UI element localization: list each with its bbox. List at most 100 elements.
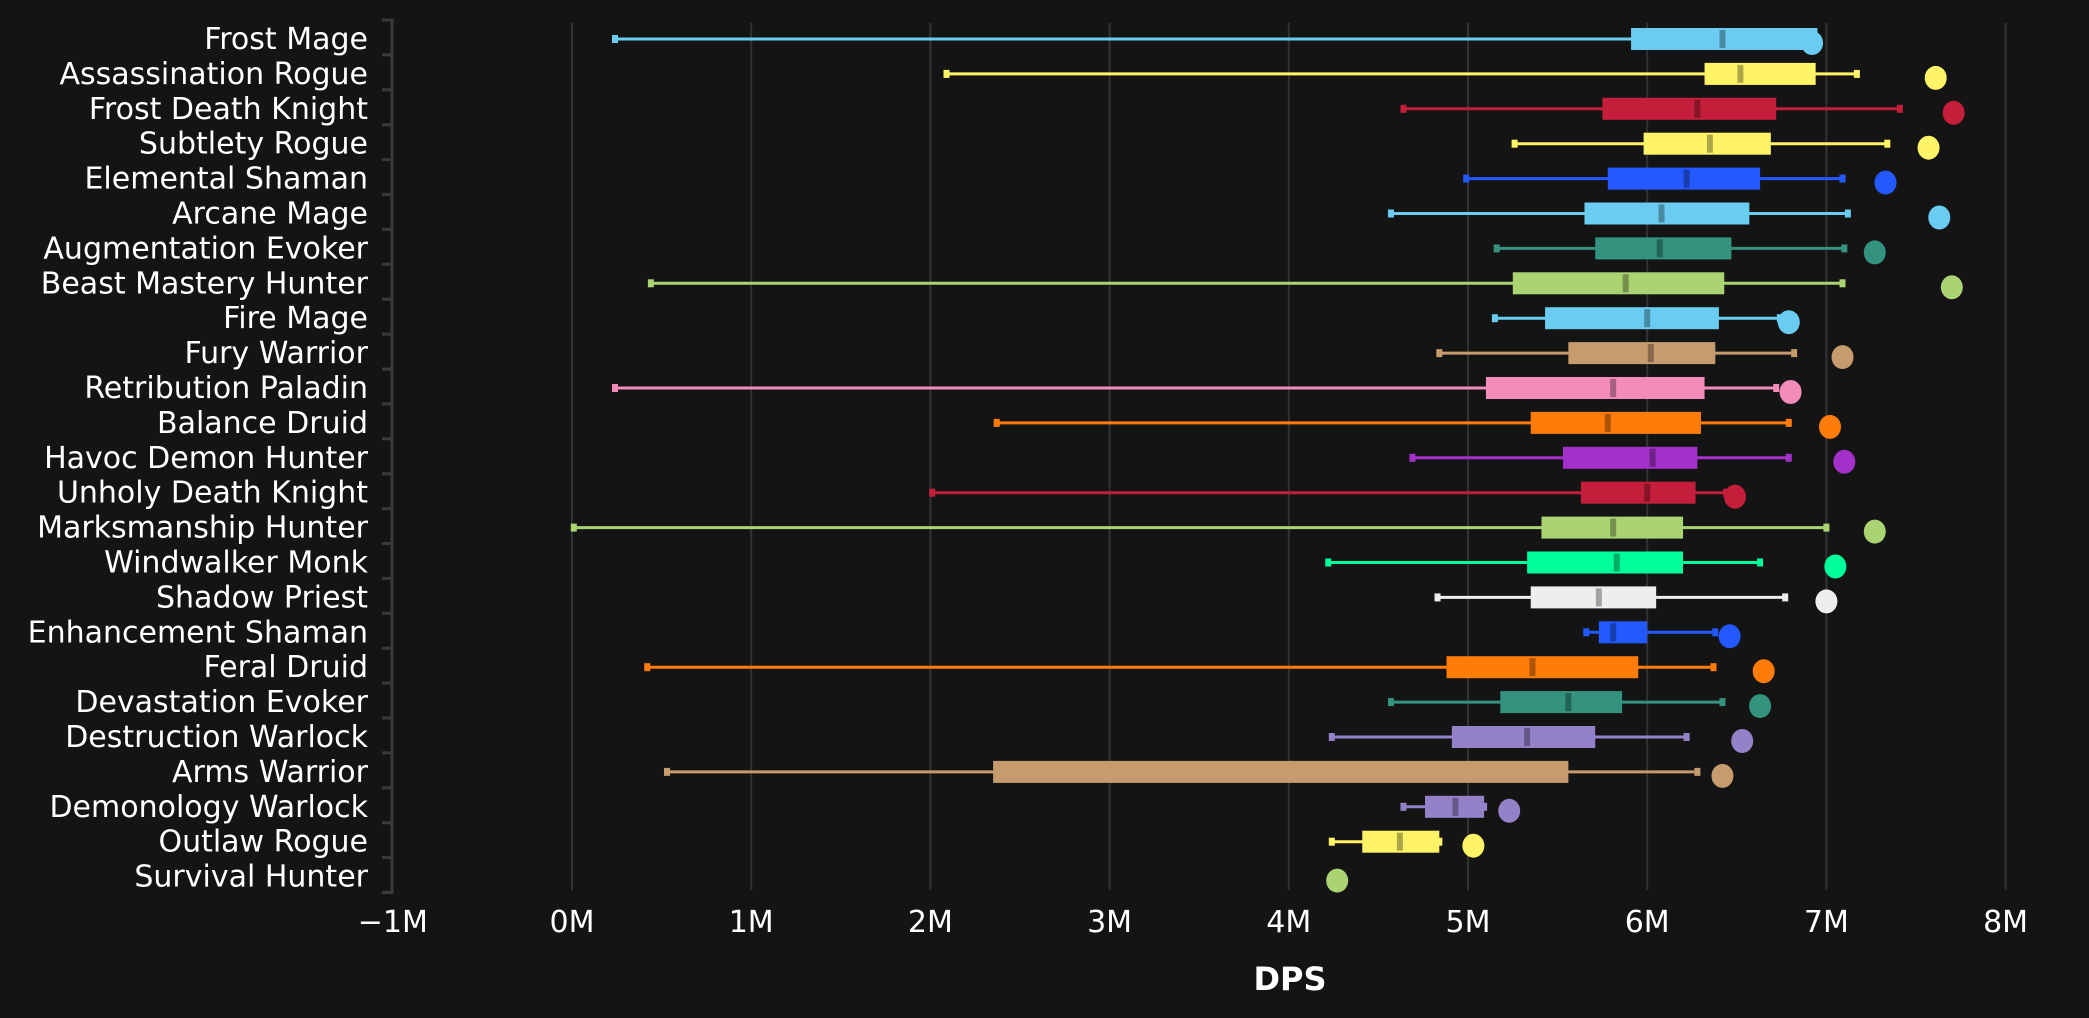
y-category-label: Unholy Death Knight bbox=[57, 476, 368, 511]
iqr-box bbox=[1545, 307, 1719, 330]
median-marker bbox=[1622, 274, 1629, 293]
iqr-box bbox=[1584, 202, 1750, 225]
y-category-label: Devastation Evoker bbox=[75, 685, 368, 720]
whisker-max-cap bbox=[1841, 244, 1848, 253]
series-row: Subtlety Rogue bbox=[139, 127, 1940, 162]
series-row: Assassination Rogue bbox=[59, 57, 1947, 92]
whisker-min-cap bbox=[1436, 349, 1443, 358]
x-tick-label: 6M bbox=[1625, 905, 1670, 940]
x-tick-label: 2M bbox=[908, 905, 953, 940]
whisker-min-cap bbox=[647, 279, 654, 288]
whisker-min-cap bbox=[1409, 453, 1416, 462]
iqr-box bbox=[1704, 62, 1816, 85]
iqr-box bbox=[1530, 586, 1657, 609]
x-tick-label: 0M bbox=[550, 905, 595, 940]
median-marker bbox=[1595, 588, 1602, 607]
median-marker bbox=[1694, 99, 1701, 118]
y-category-label: Survival Hunter bbox=[134, 860, 368, 895]
iqr-box bbox=[1602, 97, 1777, 120]
whisker-min-cap bbox=[1400, 104, 1407, 113]
top-value-dot bbox=[1779, 380, 1802, 404]
top-value-dot bbox=[1928, 205, 1951, 230]
series-row: Retribution Paladin bbox=[84, 371, 1802, 406]
whisker-max-cap bbox=[1757, 558, 1764, 567]
median-marker bbox=[1524, 728, 1531, 746]
top-value-dot bbox=[1831, 345, 1854, 370]
series-row: Windwalker Monk bbox=[104, 546, 1847, 581]
y-category-label: Marksmanship Hunter bbox=[37, 511, 369, 546]
top-value-dot bbox=[1498, 798, 1521, 823]
median-marker bbox=[1610, 379, 1617, 397]
series-row: Shadow Priest bbox=[156, 580, 1838, 615]
x-tick-label: 3M bbox=[1087, 905, 1132, 940]
whisker-min-cap bbox=[1434, 593, 1441, 602]
median-marker bbox=[1647, 344, 1654, 363]
y-category-label: Outlaw Rogue bbox=[158, 825, 368, 860]
median-marker bbox=[1719, 30, 1726, 48]
whisker-max-cap bbox=[1719, 698, 1726, 707]
top-value-dot bbox=[1874, 170, 1897, 195]
whisker-min-cap bbox=[612, 384, 619, 392]
series-row: Marksmanship Hunter bbox=[37, 511, 1886, 546]
y-category-label: Shadow Priest bbox=[156, 580, 368, 615]
series-row: Destruction Warlock bbox=[65, 720, 1754, 755]
whisker-min-cap bbox=[1328, 837, 1335, 846]
y-axis-line bbox=[382, 18, 394, 894]
whisker-min-cap bbox=[1491, 314, 1498, 323]
whisker-max-cap bbox=[1884, 139, 1891, 148]
top-value-dot bbox=[1824, 554, 1847, 579]
whisker-max-cap bbox=[1791, 349, 1798, 358]
whisker-max-cap bbox=[1694, 767, 1701, 776]
median-marker bbox=[1565, 693, 1572, 712]
whisker-min-cap bbox=[1387, 698, 1394, 707]
y-category-label: Fire Mage bbox=[223, 301, 368, 336]
y-category-label: Feral Druid bbox=[204, 650, 369, 685]
whisker-min-cap bbox=[1328, 733, 1335, 741]
x-axis-ticks: −1M 0M 1M 2M 3M 4M 5M 6M 7M 8M bbox=[358, 905, 2028, 940]
y-category-label: Arms Warrior bbox=[172, 755, 369, 790]
y-category-label: Destruction Warlock bbox=[65, 720, 368, 755]
median-marker bbox=[1706, 134, 1713, 153]
median-marker bbox=[1613, 553, 1620, 572]
series-row: Unholy Death Knight bbox=[57, 476, 1747, 511]
iqr-box bbox=[1512, 272, 1725, 295]
median-marker bbox=[1452, 797, 1459, 816]
y-category-label: Elemental Shaman bbox=[84, 162, 368, 197]
top-value-dot bbox=[1818, 414, 1841, 439]
whisker-min-cap bbox=[644, 663, 651, 672]
top-value-dot bbox=[1863, 519, 1886, 544]
whisker-max-cap bbox=[1712, 628, 1719, 637]
y-category-label: Havoc Demon Hunter bbox=[44, 441, 369, 476]
whisker-min-cap bbox=[929, 488, 936, 497]
whisker-max-cap bbox=[1782, 593, 1789, 602]
top-value-dot bbox=[1942, 100, 1965, 125]
top-value-dot bbox=[1462, 833, 1485, 858]
series-row: Devastation Evoker bbox=[75, 685, 1772, 720]
series-row: Elemental Shaman bbox=[84, 162, 1897, 197]
x-tick-label: 8M bbox=[1983, 905, 2028, 940]
whisker-max-cap bbox=[1710, 663, 1717, 672]
y-category-label: Enhancement Shaman bbox=[28, 615, 368, 650]
whisker-min-cap bbox=[1511, 139, 1518, 148]
iqr-box bbox=[1485, 377, 1705, 399]
whisker-min-cap bbox=[1583, 628, 1590, 637]
median-marker bbox=[1649, 448, 1656, 467]
series-row: Balance Druid bbox=[157, 406, 1841, 441]
series-row: Feral Druid bbox=[204, 650, 1775, 685]
whisker-min-cap bbox=[1493, 244, 1500, 253]
whisker-max-cap bbox=[1853, 69, 1860, 78]
median-marker bbox=[1610, 518, 1617, 537]
series-row: Outlaw Rogue bbox=[158, 825, 1485, 860]
y-category-label: Windwalker Monk bbox=[104, 546, 369, 581]
top-value-dot bbox=[1749, 694, 1772, 719]
series-row: Beast Mastery Hunter bbox=[41, 266, 1963, 301]
x-tick-label: 7M bbox=[1804, 905, 1849, 940]
y-category-label: Frost Death Knight bbox=[89, 92, 368, 127]
series-row: Havoc Demon Hunter bbox=[44, 441, 1856, 476]
whisker-max-cap bbox=[1785, 453, 1792, 462]
median-marker bbox=[1529, 658, 1536, 677]
iqr-box bbox=[1530, 411, 1701, 434]
median-marker bbox=[1683, 169, 1690, 188]
